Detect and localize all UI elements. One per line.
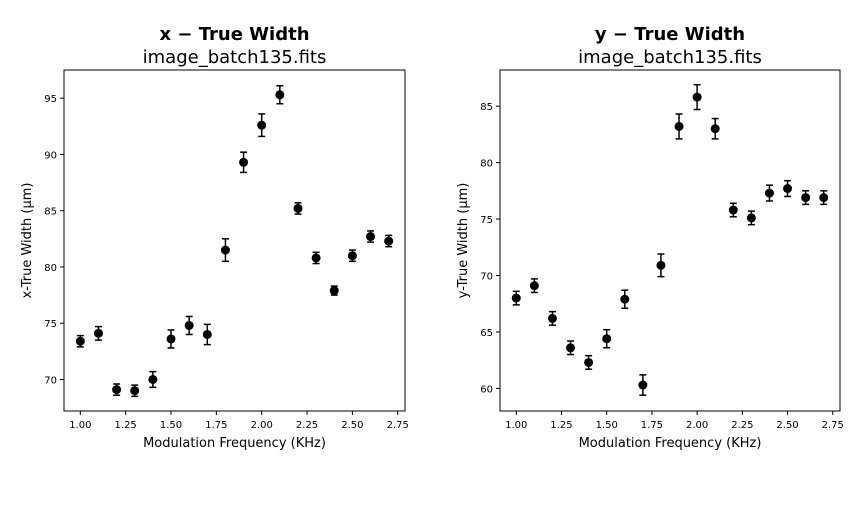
data-point xyxy=(384,236,394,246)
data-point xyxy=(239,157,249,167)
x-tick-label: 1.00 xyxy=(505,420,527,431)
chart-subtitle: image_batch135.fits xyxy=(143,47,327,68)
x-tick-label: 2.50 xyxy=(776,420,798,431)
x-tick-label: 1.75 xyxy=(641,420,663,431)
y-axis-label: y-True Width (µm) xyxy=(456,183,471,299)
data-point xyxy=(783,184,793,194)
x-tick-label: 2.25 xyxy=(731,420,753,431)
data-point xyxy=(148,374,158,384)
data-point xyxy=(819,193,829,203)
data-point xyxy=(674,121,684,131)
x-tick-label: 1.00 xyxy=(69,420,91,431)
data-point xyxy=(366,232,376,242)
x-axis-label: Modulation Frequency (KHz) xyxy=(579,436,762,451)
x-tick-label: 1.50 xyxy=(596,420,618,431)
data-point xyxy=(75,336,85,346)
x-tick-label: 2.50 xyxy=(341,420,363,431)
data-point xyxy=(311,253,321,263)
x-tick-label: 1.25 xyxy=(115,420,137,431)
plot-frame xyxy=(499,69,841,412)
data-point xyxy=(166,334,176,344)
y-tick-label: 70 xyxy=(480,272,493,283)
data-point xyxy=(93,328,103,338)
data-point xyxy=(275,90,285,100)
data-point xyxy=(130,386,140,396)
y-tick-label: 90 xyxy=(44,150,57,161)
x-tick-label: 2.00 xyxy=(686,420,708,431)
chart-subtitle: image_batch135.fits xyxy=(578,47,762,68)
y-tick-label: 85 xyxy=(480,102,493,113)
data-point xyxy=(566,343,576,353)
data-point xyxy=(692,92,702,102)
x-tick-label: 2.75 xyxy=(822,420,844,431)
y-tick-label: 95 xyxy=(44,94,57,105)
x-tick-label: 1.50 xyxy=(160,420,182,431)
y-tick-label: 80 xyxy=(480,159,493,170)
chart-title: x − True Width xyxy=(159,24,309,45)
y-axis-label: x-True Width (µm) xyxy=(20,183,35,299)
x-tick-label: 2.00 xyxy=(251,420,273,431)
x-axis-label: Modulation Frequency (KHz) xyxy=(143,436,326,451)
data-point xyxy=(184,320,194,330)
y-tick-label: 75 xyxy=(44,319,57,330)
data-point xyxy=(529,281,539,291)
data-point xyxy=(801,193,811,203)
x-tick-label: 2.75 xyxy=(387,420,409,431)
y-tick-label: 80 xyxy=(44,263,57,274)
data-point xyxy=(293,203,303,213)
data-point xyxy=(584,357,594,367)
data-point xyxy=(112,385,122,395)
data-point xyxy=(602,334,612,344)
data-point xyxy=(547,313,557,323)
x-tick-label: 2.25 xyxy=(296,420,318,431)
y-tick-label: 70 xyxy=(44,375,57,386)
x-tick-label: 1.75 xyxy=(205,420,227,431)
data-point xyxy=(511,293,521,303)
data-point xyxy=(329,286,339,296)
y-tick-label: 85 xyxy=(44,207,57,218)
y-tick-label: 75 xyxy=(480,215,493,226)
data-point xyxy=(202,329,212,339)
data-point xyxy=(656,260,666,270)
data-point xyxy=(347,251,357,261)
data-point xyxy=(638,380,648,390)
x-tick-label: 1.25 xyxy=(550,420,572,431)
y-tick-label: 65 xyxy=(480,328,493,339)
data-point xyxy=(728,205,738,215)
data-point xyxy=(710,124,720,134)
y-tick-label: 60 xyxy=(480,384,493,395)
plot-frame xyxy=(63,69,406,412)
data-point xyxy=(764,188,774,198)
data-point xyxy=(220,245,230,255)
data-point xyxy=(257,120,267,130)
data-point xyxy=(620,294,630,304)
data-point xyxy=(746,213,756,223)
chart-title: y − True Width xyxy=(595,24,745,45)
